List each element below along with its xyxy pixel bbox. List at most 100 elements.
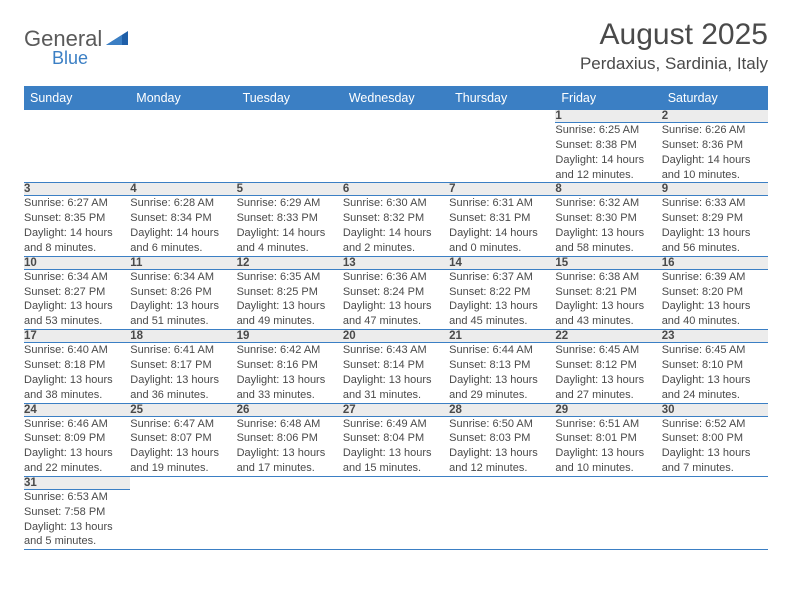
day-cell: Sunrise: 6:35 AMSunset: 8:25 PMDaylight:… (237, 269, 343, 329)
sunrise-text: Sunrise: 6:33 AM (662, 196, 768, 211)
empty-cell (555, 489, 661, 549)
day-number: 14 (449, 256, 555, 269)
sunrise-text: Sunrise: 6:38 AM (555, 270, 661, 285)
col-sunday: Sunday (24, 86, 130, 110)
daylight-text-1: Daylight: 13 hours (449, 373, 555, 388)
daylight-text-1: Daylight: 13 hours (24, 446, 130, 461)
sunrise-text: Sunrise: 6:43 AM (343, 343, 449, 358)
sunset-text: Sunset: 8:12 PM (555, 358, 661, 373)
daylight-text-2: and 7 minutes. (662, 461, 768, 476)
sunset-text: Sunset: 8:03 PM (449, 431, 555, 446)
empty-cell (555, 476, 661, 489)
daynum-row: 12 (24, 110, 768, 123)
day-cell: Sunrise: 6:27 AMSunset: 8:35 PMDaylight:… (24, 196, 130, 256)
daylight-text-2: and 33 minutes. (237, 388, 343, 403)
day-number: 11 (130, 256, 236, 269)
daylight-text-2: and 51 minutes. (130, 314, 236, 329)
sunset-text: Sunset: 8:14 PM (343, 358, 449, 373)
daylight-text-1: Daylight: 13 hours (449, 446, 555, 461)
sunrise-text: Sunrise: 6:40 AM (24, 343, 130, 358)
sunrise-text: Sunrise: 6:45 AM (662, 343, 768, 358)
day-number: 13 (343, 256, 449, 269)
empty-cell (130, 123, 236, 183)
sunrise-text: Sunrise: 6:47 AM (130, 417, 236, 432)
daynum-row: 3456789 (24, 183, 768, 196)
sunrise-text: Sunrise: 6:48 AM (237, 417, 343, 432)
day-number: 28 (449, 403, 555, 416)
day-number: 18 (130, 330, 236, 343)
day-cell: Sunrise: 6:36 AMSunset: 8:24 PMDaylight:… (343, 269, 449, 329)
sunset-text: Sunset: 8:17 PM (130, 358, 236, 373)
empty-cell (237, 476, 343, 489)
content-row: Sunrise: 6:40 AMSunset: 8:18 PM Daylight:… (24, 343, 768, 403)
day-number: 6 (343, 183, 449, 196)
daylight-text-2: and 22 minutes. (24, 461, 130, 476)
day-number: 9 (662, 183, 768, 196)
day-cell: Sunrise: 6:49 AMSunset: 8:04 PMDaylight:… (343, 416, 449, 476)
daylight-text-1: Daylight: 13 hours (662, 373, 768, 388)
daylight-text-1: Daylight: 13 hours (343, 446, 449, 461)
sunrise-text: Sunrise: 6:34 AM (130, 270, 236, 285)
sunrise-text: Sunrise: 6:27 AM (24, 196, 130, 211)
day-cell: Sunrise: 6:48 AMSunset: 8:06 PMDaylight:… (237, 416, 343, 476)
day-cell: Sunrise: 6:38 AMSunset: 8:21 PMDaylight:… (555, 269, 661, 329)
daylight-text-2: and 36 minutes. (130, 388, 236, 403)
day-cell: Sunrise: 6:40 AMSunset: 8:18 PMDaylight:… (24, 343, 130, 403)
daylight-text-1: Daylight: 14 hours (449, 226, 555, 241)
day-cell: Sunrise: 6:32 AMSunset: 8:30 PMDaylight:… (555, 196, 661, 256)
sunset-text: Sunset: 8:09 PM (24, 431, 130, 446)
sunset-text: Sunset: 8:34 PM (130, 211, 236, 226)
day-number: 2 (662, 110, 768, 123)
sunrise-text: Sunrise: 6:41 AM (130, 343, 236, 358)
calendar-table: Sunday Monday Tuesday Wednesday Thursday… (24, 86, 768, 550)
day-cell: Sunrise: 6:51 AMSunset: 8:01 PMDaylight:… (555, 416, 661, 476)
daynum-row: 31 (24, 476, 768, 489)
daylight-text-2: and 40 minutes. (662, 314, 768, 329)
daylight-text-2: and 5 minutes. (24, 534, 130, 549)
empty-cell (24, 123, 130, 183)
daylight-text-1: Daylight: 14 hours (662, 153, 768, 168)
sunrise-text: Sunrise: 6:53 AM (24, 490, 130, 505)
sunset-text: Sunset: 8:18 PM (24, 358, 130, 373)
empty-cell (130, 489, 236, 549)
col-monday: Monday (130, 86, 236, 110)
day-cell: Sunrise: 6:29 AMSunset: 8:33 PMDaylight:… (237, 196, 343, 256)
day-cell: Sunrise: 6:26 AMSunset: 8:36 PMDaylight:… (662, 123, 768, 183)
sunset-text: Sunset: 8:06 PM (237, 431, 343, 446)
sunrise-text: Sunrise: 6:42 AM (237, 343, 343, 358)
sunset-text: Sunset: 8:31 PM (449, 211, 555, 226)
day-number: 7 (449, 183, 555, 196)
day-cell: Sunrise: 6:52 AMSunset: 8:00 PMDaylight:… (662, 416, 768, 476)
sunset-text: Sunset: 8:13 PM (449, 358, 555, 373)
sunrise-text: Sunrise: 6:30 AM (343, 196, 449, 211)
daylight-text-2: and 10 minutes. (555, 461, 661, 476)
day-number: 3 (24, 183, 130, 196)
day-cell: Sunrise: 6:34 AMSunset: 8:26 PMDaylight:… (130, 269, 236, 329)
sunset-text: Sunset: 8:16 PM (237, 358, 343, 373)
empty-cell (449, 476, 555, 489)
sunrise-text: Sunrise: 6:49 AM (343, 417, 449, 432)
day-number: 20 (343, 330, 449, 343)
sunset-text: Sunset: 8:25 PM (237, 285, 343, 300)
daylight-text-2: and 47 minutes. (343, 314, 449, 329)
daylight-text-2: and 58 minutes. (555, 241, 661, 256)
empty-cell (662, 489, 768, 549)
daylight-text-1: Daylight: 13 hours (343, 373, 449, 388)
empty-cell (662, 476, 768, 489)
month-title: August 2025 (580, 18, 768, 52)
day-cell: Sunrise: 6:34 AMSunset: 8:27 PMDaylight:… (24, 269, 130, 329)
day-cell: Sunrise: 6:45 AMSunset: 8:10 PMDaylight:… (662, 343, 768, 403)
empty-cell (449, 110, 555, 123)
daylight-text-1: Daylight: 14 hours (237, 226, 343, 241)
content-row: Sunrise: 6:34 AMSunset: 8:27 PMDaylight:… (24, 269, 768, 329)
day-number: 29 (555, 403, 661, 416)
daylight-text-1: Daylight: 13 hours (130, 299, 236, 314)
daynum-row: 17181920212223 (24, 330, 768, 343)
sunset-text: Sunset: 8:33 PM (237, 211, 343, 226)
sunrise-text: Sunrise: 6:31 AM (449, 196, 555, 211)
day-cell: Sunrise: 6:50 AMSunset: 8:03 PMDaylight:… (449, 416, 555, 476)
daylight-text-1: Daylight: 13 hours (237, 299, 343, 314)
day-cell: Sunrise: 6:46 AMSunset: 8:09 PMDaylight:… (24, 416, 130, 476)
day-cell: Sunrise: 6:45 AMSunset: 8:12 PMDaylight:… (555, 343, 661, 403)
daylight-text-2: and 43 minutes. (555, 314, 661, 329)
